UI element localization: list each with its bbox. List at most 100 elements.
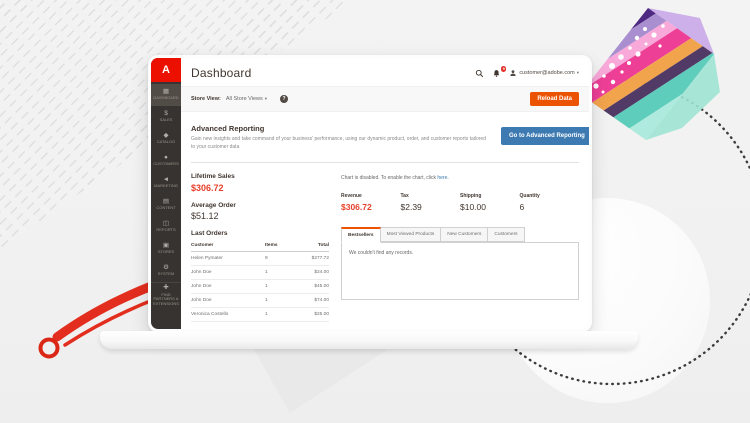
stat-label: Quantity [519, 193, 540, 199]
sidebar-item-customers[interactable]: ● CUSTOMERS [151, 150, 181, 172]
notifications-bell-icon[interactable]: 9 [492, 65, 507, 78]
user-menu[interactable]: customer@adobe.com ▾ [509, 69, 579, 77]
store-view-label: Store View: [191, 96, 221, 102]
advanced-reporting-title: Advanced Reporting [191, 124, 265, 133]
stat-value: 6 [519, 202, 525, 212]
order-row[interactable]: Helen Pymater 9 $277.72 [191, 252, 329, 266]
store-view-value: All Store Views [225, 96, 263, 102]
chevron-down-icon: ▾ [576, 70, 579, 75]
sidebar-item-marketing[interactable]: ◄ MARKETING [151, 172, 181, 194]
stat-shipping: Shipping $10.00 [460, 193, 520, 212]
page-title: Dashboard [191, 66, 252, 80]
empty-records-message: We couldn't find any records. [349, 250, 414, 256]
order-customer: Helen Pymater [191, 256, 223, 261]
advanced-reporting-description: Gain new insights and take command of yo… [191, 136, 486, 150]
store-view-toolbar: Store View: All Store Views ▾ ? Reload D… [181, 86, 589, 112]
help-icon[interactable]: ? [280, 95, 289, 103]
order-items: 1 [265, 298, 268, 303]
dashboard-right-column: Chart is disabled. To enable the chart, … [341, 173, 579, 329]
order-items: 1 [265, 270, 268, 275]
sidebar-item-label: SALES [159, 117, 173, 123]
sidebar-item-label: MARKETING [154, 183, 178, 189]
sidebar-item-icon: ◫ [162, 219, 170, 227]
notifications-badge: 9 [501, 65, 507, 72]
orders-table-body: Helen Pymater 9 $277.72 John Doe 1 $24.0… [191, 252, 329, 322]
red-ring-decoration [38, 337, 60, 359]
lifetime-sales-metric: Lifetime Sales $306.72 [191, 173, 329, 193]
order-total: $24.00 [314, 270, 329, 275]
order-total: $45.00 [314, 284, 329, 289]
tab-most-viewed-products[interactable]: Most Viewed Products [379, 227, 442, 242]
sidebar-item-icon: ◄ [162, 175, 170, 183]
order-row[interactable]: John Doe 1 $45.00 [191, 280, 329, 294]
sidebar-item-icon: $ [164, 109, 168, 117]
laptop-base [100, 331, 638, 349]
sidebar-item-icon: ✚ [163, 284, 169, 292]
store-view-dropdown[interactable]: All Store Views ▾ [226, 96, 267, 102]
go-to-advanced-reporting-button[interactable]: Go to Advanced Reporting [501, 127, 589, 145]
stat-value: $2.39 [400, 202, 422, 212]
order-customer: John Doe [191, 284, 212, 289]
order-total: $74.00 [314, 298, 329, 303]
stat-revenue: Revenue $306.72 [341, 193, 401, 212]
chart-disabled-notice: Chart is disabled. To enable the chart, … [341, 175, 579, 181]
chart-notice-suffix: . [447, 175, 449, 181]
sidebar-item-stores[interactable]: ▣ STORES [151, 238, 181, 260]
sidebar-item-sales[interactable]: $ SALES [151, 106, 181, 128]
sidebar-item-icon: ⚙ [163, 263, 169, 271]
stat-tax: Tax $2.39 [401, 193, 461, 212]
lifetime-sales-value: $306.72 [191, 182, 224, 193]
average-order-value: $51.12 [191, 211, 219, 221]
dashboard-tabs: Bestsellers Most Viewed Products New Cus… [341, 227, 579, 243]
tab-new-customers[interactable]: New Customers [440, 227, 489, 242]
stat-label: Tax [400, 193, 409, 199]
order-total: $277.72 [311, 256, 329, 261]
adobe-logo[interactable]: A [151, 58, 181, 82]
sidebar-item-reports[interactable]: ◫ REPORTS [151, 216, 181, 238]
last-orders-title: Last Orders [191, 230, 228, 237]
order-row[interactable]: John Doe 1 $24.00 [191, 266, 329, 280]
sidebar-item-icon: ● [164, 153, 168, 161]
reflection-triangle [253, 348, 390, 413]
stat-label: Shipping [460, 193, 482, 199]
search-icon[interactable] [475, 69, 484, 78]
tab-customers[interactable]: Customers [487, 227, 525, 242]
laptop-screen: A ▦ DASHBOARD $ SALES [148, 55, 592, 332]
column-total: Total [317, 243, 329, 248]
sidebar-item-icon: ▦ [162, 87, 170, 95]
tab-bestsellers[interactable]: Bestsellers [341, 227, 381, 243]
sidebar-item-system[interactable]: ⚙ SYSTEM [151, 260, 181, 282]
stats-row: Revenue $306.72 Tax $2.39 Ship [341, 193, 579, 212]
sidebar-item-icon: ▤ [162, 197, 170, 205]
stat-label: Revenue [341, 193, 362, 199]
chart-notice-text: Chart is disabled. To enable the chart, … [341, 175, 438, 181]
sidebar-item-label: SYSTEM [157, 271, 175, 277]
sidebar-item-partners[interactable]: ✚ FIND PARTNERS & EXTENSIONS [151, 282, 181, 309]
sidebar: A ▦ DASHBOARD $ SALES [151, 58, 181, 329]
sidebar-item-catalog[interactable]: ◆ CATALOG [151, 128, 181, 150]
sidebar-item-content[interactable]: ▤ CONTENT [151, 194, 181, 216]
order-items: 1 [265, 284, 268, 289]
sidebar-item-label: CATALOG [156, 139, 176, 145]
column-items: Items [265, 243, 278, 248]
stat-quantity: Quantity 6 [520, 193, 580, 212]
column-customer: Customer [191, 243, 214, 248]
sidebar-nav: ▦ DASHBOARD $ SALES ◆ CATALOG [151, 82, 181, 309]
order-customer: Veronica Costello [191, 312, 229, 317]
order-row[interactable]: John Doe 1 $74.00 [191, 294, 329, 308]
average-order-label: Average Order [191, 201, 236, 209]
order-items: 1 [265, 312, 268, 317]
reload-data-button[interactable]: Reload Data [530, 92, 579, 106]
enable-chart-link[interactable]: here [437, 175, 448, 181]
section-divider [191, 162, 579, 163]
main-content: Dashboard 9 [181, 58, 589, 329]
sidebar-item-label: DASHBOARD [153, 95, 179, 101]
page-header: Dashboard 9 [181, 58, 589, 86]
paper-kite-graphic [580, 8, 720, 140]
sidebar-item-dashboard[interactable]: ▦ DASHBOARD [151, 84, 181, 106]
stat-value: $306.72 [341, 202, 372, 212]
order-total: $25.00 [314, 312, 329, 317]
order-row[interactable]: Veronica Costello 1 $25.00 [191, 308, 329, 322]
sidebar-item-label: STORES [157, 249, 175, 255]
